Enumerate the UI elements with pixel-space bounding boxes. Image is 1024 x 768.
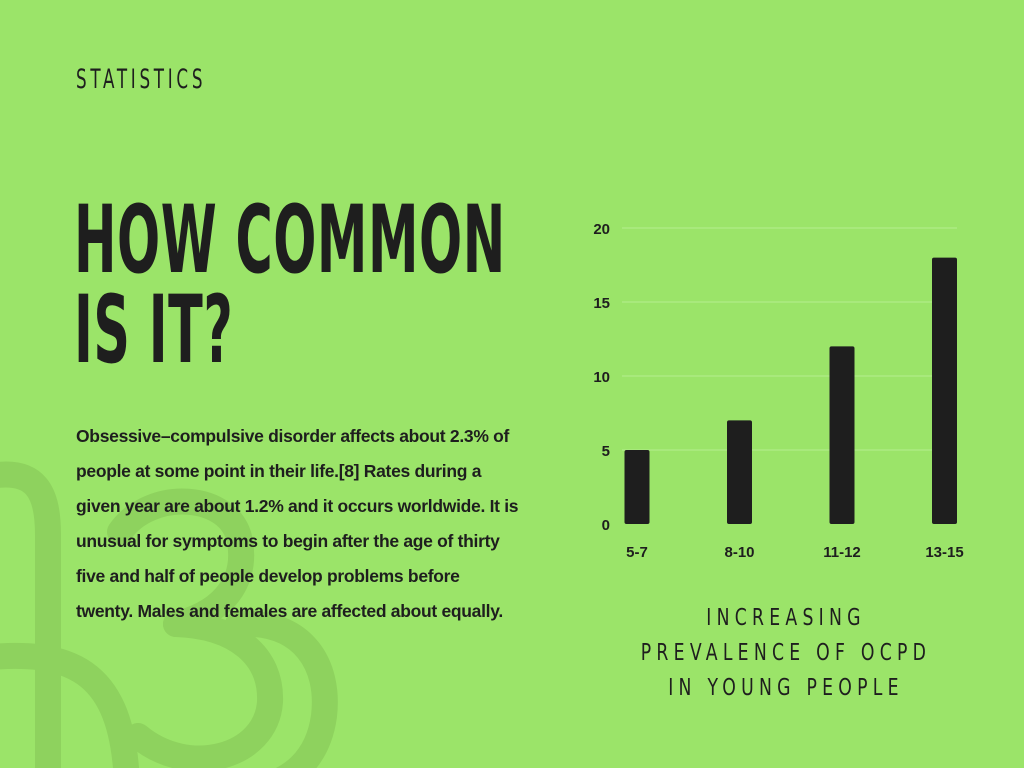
bar-13-15 [932,257,957,524]
heading-line-2: IS IT? [74,276,234,385]
page-heading: HOW COMMON IS IT? [74,186,506,385]
body-paragraph: Obsessive–compulsive disorder affects ab… [76,426,519,621]
x-tick-label: 5-7 [626,544,648,561]
heading-line-1: HOW COMMON [74,186,506,295]
chart-title: INCREASING PREVALENCE OF OCPD IN YOUNG P… [636,601,936,706]
y-tick-label: 20 [593,221,610,238]
chart-title-line-2: IN YOUNG PEOPLE [668,675,904,701]
bar-5-7 [624,450,650,524]
bar-11-12 [829,346,855,524]
y-tick-label: 15 [593,295,610,312]
x-tick-label: 13-15 [925,544,963,561]
x-tick-label: 11-12 [823,544,861,561]
bar-8-10 [727,420,752,524]
x-tick-label: 8-10 [724,544,754,561]
y-tick-label: 10 [593,369,610,386]
y-tick-label: 5 [602,443,610,460]
section-kicker: STATISTICS [76,64,207,95]
chart-title-line-1: INCREASING PREVALENCE OF OCPD [640,605,932,666]
y-tick-label: 0 [602,517,610,534]
